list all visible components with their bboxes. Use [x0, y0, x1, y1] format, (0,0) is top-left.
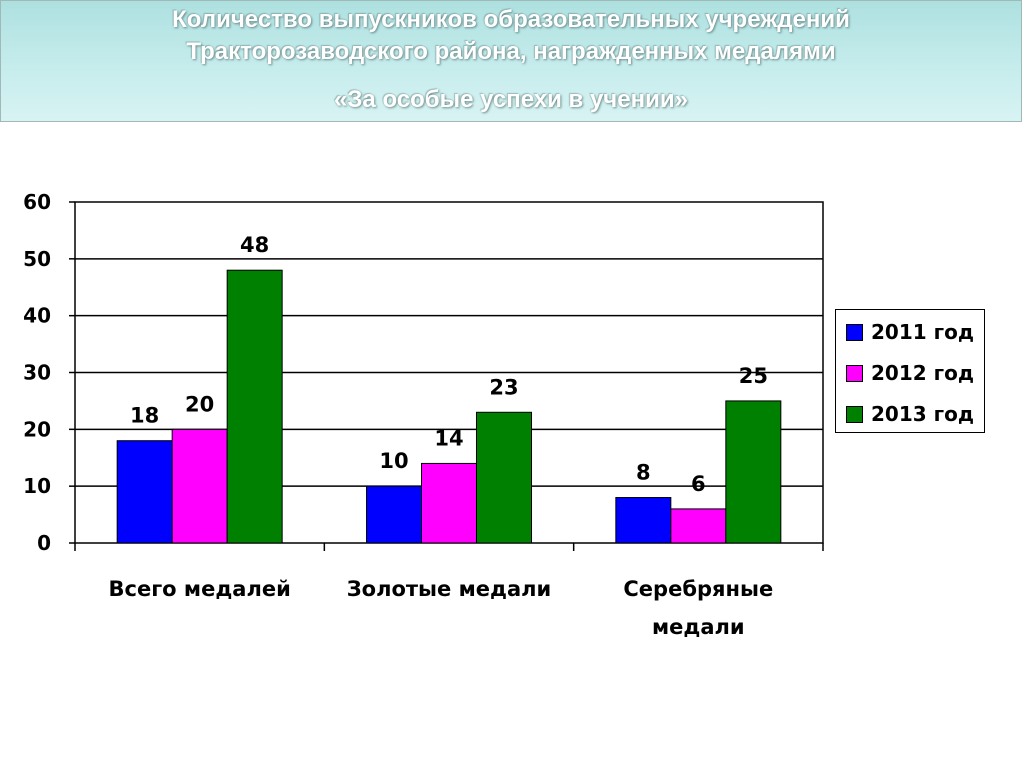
bar-2011-год: [116, 440, 173, 544]
data-label: 6: [691, 472, 706, 496]
legend-label-2013: 2013 год: [871, 402, 974, 426]
y-tick-label: 40: [23, 304, 51, 328]
y-tick-label: 20: [23, 417, 51, 441]
legend-item-2012: 2012 год: [846, 361, 974, 385]
bar-2013-год: [226, 269, 283, 544]
legend-item-2013: 2013 год: [846, 402, 974, 426]
data-label: 23: [489, 375, 518, 399]
bar-2011-год: [366, 485, 422, 544]
data-label: 14: [434, 426, 463, 450]
bar-2012-год: [171, 428, 228, 544]
bar-2011-год: [615, 497, 672, 544]
bar-2013-год: [476, 411, 532, 544]
x-category-label: Всего медалей: [109, 577, 291, 601]
title-line-2: Тракторозаводского района, награжденных …: [186, 38, 836, 65]
x-category-label: Золотые медали: [347, 577, 552, 601]
legend-swatch-2011: [846, 323, 863, 341]
data-label: 20: [185, 392, 214, 416]
title-line-3: «За особые успехи в учении»: [334, 86, 688, 113]
y-tick-label: 50: [23, 247, 51, 271]
chart-legend: 2011 год 2012 год 2013 год: [835, 309, 985, 433]
title-line-1: Количество выпускников образовательных у…: [172, 6, 850, 33]
title-banner: Количество выпускников образовательных у…: [0, 0, 1022, 122]
x-category-label: медали: [652, 615, 745, 639]
data-label: 8: [636, 461, 651, 485]
bar-2012-год: [421, 462, 477, 544]
legend-label-2011: 2011 год: [871, 320, 974, 344]
y-tick-label: 30: [23, 361, 51, 385]
y-tick-label: 0: [37, 531, 51, 555]
legend-label-2012: 2012 год: [871, 361, 974, 385]
data-label: 48: [240, 233, 269, 257]
data-label: 10: [379, 449, 408, 473]
legend-swatch-2012: [846, 364, 863, 382]
x-category-label: Серебряные: [623, 577, 773, 601]
y-tick-label: 10: [23, 474, 51, 498]
y-tick-label: 60: [23, 190, 51, 214]
bar-2012-год: [670, 508, 727, 544]
legend-item-2011: 2011 год: [846, 320, 974, 344]
legend-swatch-2013: [846, 405, 863, 423]
bar-2013-год: [725, 400, 782, 544]
data-label: 18: [130, 404, 159, 428]
data-label: 25: [739, 364, 768, 388]
